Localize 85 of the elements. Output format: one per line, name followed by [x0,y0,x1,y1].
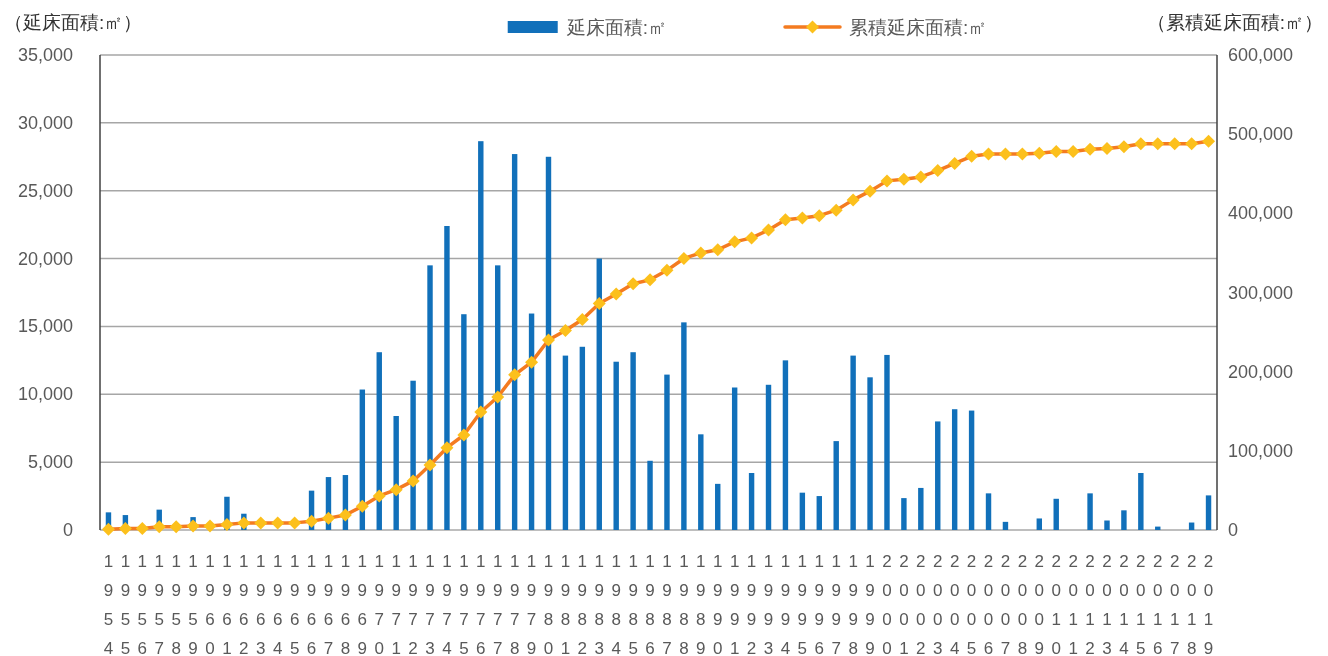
ytick: 30,000 [17,112,73,133]
y2tick: 200,000 [1228,361,1294,382]
xtick: 2010 [1051,552,1061,656]
y2tick: 0 [1228,520,1238,540]
xtick: 1965 [289,552,300,656]
xtick: 1975 [459,552,469,656]
xtick: 1983 [594,552,604,656]
ytick: 15,000 [17,316,73,337]
xtick: 1954 [103,552,114,656]
xtick: 1961 [222,552,232,656]
ytick: 35,000 [17,45,73,65]
xtick: 1971 [391,552,401,656]
xtick: 2013 [1102,552,1112,656]
xtick: 2019 [1203,552,1214,656]
xtick: 1986 [645,552,655,656]
xtick: 2014 [1119,552,1129,656]
xtick: 2002 [916,552,926,656]
xtick: 1994 [780,552,791,656]
xtick: 1998 [848,552,858,656]
xtick: 2008 [1017,552,1028,656]
xtick: 1999 [865,552,875,656]
xtick: 1960 [205,552,215,656]
xtick: 1992 [746,552,757,656]
xtick: 1990 [713,552,723,656]
xtick: 1972 [408,552,418,656]
ytick: 20,000 [17,248,73,269]
xtick: 1980 [543,552,554,656]
xtick: 1989 [696,552,706,656]
ytick: 25,000 [17,180,73,201]
xtick: 1996 [814,552,824,656]
xtick: 1970 [374,552,384,656]
xtick: 2009 [1034,552,1045,656]
xtick: 1978 [509,552,520,656]
xtick: 2001 [899,552,909,656]
xtick: 2017 [1169,552,1180,656]
xtick: 2016 [1153,552,1163,656]
xtick: 1988 [679,552,689,656]
xtick: 1974 [442,552,452,656]
xtick: 1957 [154,552,164,656]
xtick: 1968 [340,552,351,656]
xtick: 1979 [526,552,537,656]
y2label: （累積延床面積:㎡） [1146,12,1323,33]
xtick: 2003 [933,552,943,656]
xtick: 1984 [611,552,621,656]
y2tick: 100,000 [1228,440,1294,461]
xtick: 1985 [628,552,638,656]
xtick: 1964 [272,552,283,656]
xtick: 2006 [983,552,994,656]
xtick: 1995 [797,552,808,656]
xtick: 1993 [763,552,774,656]
legend-text: 延床面積:㎡ [566,17,667,38]
xtick: 1962 [239,552,249,656]
ylabel: （延床面積:㎡） [4,12,143,33]
ytick: 0 [63,520,73,540]
xtick: 1969 [357,552,368,656]
xtick: 1958 [171,552,181,656]
xtick: 1976 [476,552,486,656]
y2tick: 400,000 [1228,203,1294,224]
y2tick: 500,000 [1228,124,1294,145]
xtick: 1973 [425,552,435,656]
ytick: 5,000 [27,452,73,473]
ytick: 10,000 [17,384,73,405]
xtick: 2000 [882,552,892,656]
xtick: 2018 [1186,552,1197,656]
xtick: 2007 [1000,552,1011,656]
xtick: 2004 [949,552,960,656]
xtick: 1959 [188,552,198,656]
xtick: 1991 [729,552,740,656]
y2tick: 300,000 [1228,282,1294,303]
xtick: 1981 [560,552,571,656]
xtick: 1967 [323,552,334,656]
xtick: 2012 [1085,552,1095,656]
xtick: 1966 [306,552,317,656]
xtick: 1997 [831,552,841,656]
xtick: 2011 [1068,552,1078,656]
xtick: 1956 [137,552,148,656]
xtick: 2005 [966,552,977,656]
legend-text: 累積延床面積:㎡ [849,17,988,38]
y2tick: 600,000 [1228,45,1294,65]
xtick: 1987 [662,552,672,656]
xtick: 1955 [120,552,131,656]
xtick: 1963 [256,552,266,656]
xtick: 1977 [493,552,503,656]
xtick: 1982 [577,552,588,656]
xtick: 2015 [1136,552,1146,656]
